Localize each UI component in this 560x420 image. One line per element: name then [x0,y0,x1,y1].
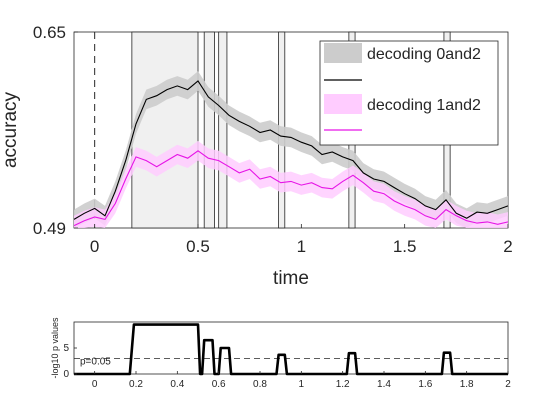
bottom-y-tick-label: 0 [63,369,69,380]
bottom-x-tick-label: 1.6 [418,379,432,390]
x-tick-label: 2 [503,237,512,256]
bottom-x-tick-label: 0 [92,379,98,390]
bottom-x-tick-label: 1.2 [336,379,350,390]
bottom-x-tick-label: 1.8 [460,379,474,390]
x-axis-label: time [273,268,309,289]
x-tick-label: 1 [297,237,306,256]
legend-label-decoding-1and2: decoding 1and2 [367,97,481,114]
top-plot: 0 0.5 1 1.5 2 0.49 0.65 time accuracy decodin… [0,23,513,289]
bottom-plot-area [73,321,509,375]
bottom-x-tick-label: 0.2 [129,379,143,390]
x-tick-label: 0.5 [186,237,210,256]
bottom-x-tick-label: 0.4 [170,379,184,390]
bottom-plot: p=0.05 0 0.2 0.4 0.6 0.8 1 1.2 1.4 1.6 1.8 2 05 -l… [50,317,511,390]
y-tick-label: 0.65 [33,23,66,42]
x-axis-ticks: 0 0.5 1 1.5 2 [90,224,513,256]
bottom-x-tick-label: 1.4 [377,379,391,390]
bottom-y-axis-label: -log10 p values [50,317,60,379]
error-band-series-1 [74,141,508,228]
x-tick-label: 1.5 [393,237,417,256]
y-tick-label: 0.49 [33,219,66,238]
legend-label-decoding-0and2: decoding 0and2 [367,46,481,63]
series-line-1 [73,150,509,227]
error-band-series-0 [74,71,508,228]
series-line-0 [73,80,509,220]
series-lines [73,80,509,227]
legend-swatch-decoding-1and2 [324,94,362,114]
pvalue-series-line [74,323,508,376]
y-axis-label: accuracy [0,91,21,168]
y-axis-ticks: 0.49 0.65 [33,23,78,238]
bottom-x-tick-label: 2 [505,379,511,390]
significance-window [218,31,228,229]
bottom-x-axis-ticks: 0 0.2 0.4 0.6 0.8 1 1.2 1.4 1.6 1.8 2 [92,371,511,390]
legend-swatch-decoding-0and2 [324,43,362,63]
significance-window [131,31,199,229]
bottom-y-tick-label: 5 [63,343,69,354]
bottom-x-tick-label: 0.6 [212,379,226,390]
bottom-x-tick-label: 0.8 [253,379,267,390]
legend: decoding 0and2 decoding 1and2 [319,40,499,146]
threshold-label: p=0.05 [80,356,111,367]
bottom-x-tick-label: 1 [299,379,305,390]
x-tick-label: 0 [90,237,99,256]
pvalue-line [74,323,508,376]
error-bands [74,71,508,228]
bottom-y-axis-ticks: 05 [63,343,77,380]
significance-window [203,31,215,229]
